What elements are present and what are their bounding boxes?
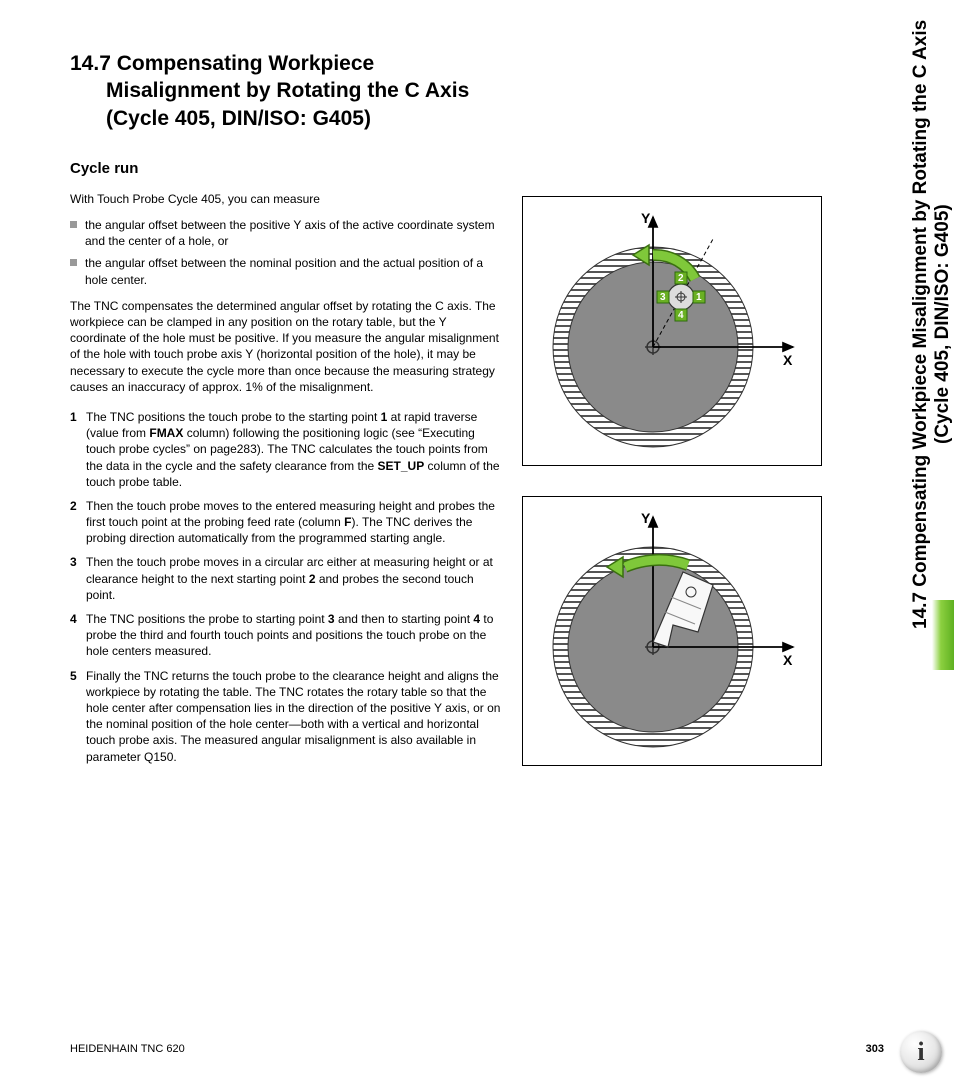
probe-point-2: 2: [678, 273, 684, 284]
subsection-heading: Cycle run: [70, 160, 894, 177]
step-item: 2 Then the touch probe moves to the ente…: [70, 498, 502, 547]
side-section-title: 14.7 Compensating Workpiece Misalignment…: [910, 20, 954, 991]
bullet-text: the angular offset between the nominal p…: [85, 255, 502, 287]
bullet-square-icon: [70, 259, 77, 266]
step-item: 5 Finally the TNC returns the touch prob…: [70, 668, 502, 765]
figure-2: Y X: [522, 496, 822, 766]
diagram-column: Y X 1: [522, 191, 894, 773]
page: 14.7 Compensating Workpiece Misalignment…: [0, 0, 954, 1091]
step-text: Then the touch probe moves in a circular…: [86, 554, 502, 603]
step-number: 3: [70, 554, 86, 603]
step-text: Then the touch probe moves to the entere…: [86, 498, 502, 547]
step-item: 3 Then the touch probe moves in a circul…: [70, 554, 502, 603]
bullet-text: the angular offset between the positive …: [85, 217, 502, 249]
section-title-line2: Misalignment by Rotating the C Axis: [106, 79, 469, 102]
side-tab: 14.7 Compensating Workpiece Misalignment…: [909, 20, 954, 991]
page-footer: HEIDENHAIN TNC 620 303: [70, 1043, 884, 1055]
diagram-svg-2: Y X: [523, 497, 821, 765]
info-icon: i: [900, 1031, 942, 1073]
step-text: The TNC positions the touch probe to the…: [86, 409, 502, 490]
probe-point-3: 3: [660, 292, 666, 303]
section-title-line3: (Cycle 405, DIN/ISO: G405): [106, 107, 371, 130]
figure-1: Y X 1: [522, 196, 822, 466]
step-number: 1: [70, 409, 86, 490]
step-text: Finally the TNC returns the touch probe …: [86, 668, 502, 765]
y-axis-label: Y: [641, 510, 651, 526]
step-number: 4: [70, 611, 86, 660]
step-list: 1 The TNC positions the touch probe to t…: [70, 409, 502, 765]
page-number: 303: [866, 1043, 884, 1055]
bullet-square-icon: [70, 221, 77, 228]
step-number: 2: [70, 498, 86, 547]
section-title-line1: Compensating Workpiece: [117, 52, 375, 75]
x-axis-label: X: [783, 352, 793, 368]
body-paragraph: The TNC compensates the determined angul…: [70, 298, 502, 395]
bullet-list: the angular offset between the positive …: [70, 217, 502, 288]
diagram-svg-1: Y X 1: [523, 197, 821, 465]
section-heading: 14.7 Compensating Workpiece Misalignment…: [70, 50, 894, 132]
probe-point-1: 1: [696, 292, 702, 303]
step-item: 4 The TNC positions the probe to startin…: [70, 611, 502, 660]
footer-left: HEIDENHAIN TNC 620: [70, 1043, 185, 1055]
bullet-item: the angular offset between the positive …: [70, 217, 502, 249]
step-item: 1 The TNC positions the touch probe to t…: [70, 409, 502, 490]
bullet-item: the angular offset between the nominal p…: [70, 255, 502, 287]
content-row: With Touch Probe Cycle 405, you can meas…: [70, 191, 894, 773]
x-axis-label: X: [783, 652, 793, 668]
step-text: The TNC positions the probe to starting …: [86, 611, 502, 660]
step-number: 5: [70, 668, 86, 765]
y-axis-label: Y: [641, 210, 651, 226]
text-column: With Touch Probe Cycle 405, you can meas…: [70, 191, 502, 773]
intro-text: With Touch Probe Cycle 405, you can meas…: [70, 191, 502, 207]
probe-point-4: 4: [678, 310, 684, 321]
section-number: 14.7: [70, 52, 111, 75]
